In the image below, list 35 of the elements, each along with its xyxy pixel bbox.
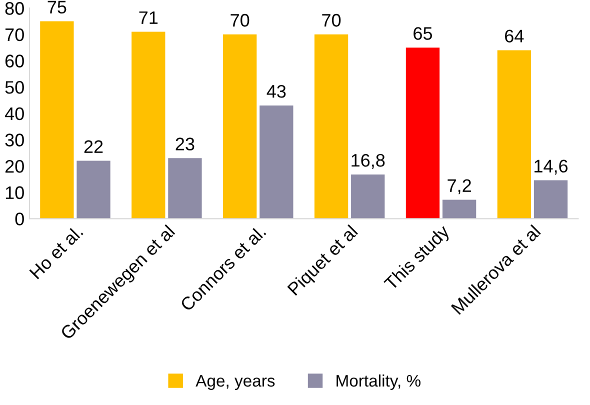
data-label: 23 <box>176 138 194 150</box>
legend-label: Age, years <box>196 375 275 390</box>
y-tick-label: 20 <box>5 160 24 173</box>
legend-label: Mortality, % <box>336 374 420 390</box>
bar <box>351 174 385 219</box>
bar <box>132 32 166 219</box>
bar <box>406 48 440 219</box>
bar <box>314 34 348 219</box>
bar <box>168 158 202 219</box>
bar <box>223 34 257 219</box>
y-tick-label: 40 <box>4 107 24 120</box>
y-tick-label: 80 <box>5 2 24 15</box>
data-label: 14,6 <box>534 160 568 175</box>
bar <box>40 21 74 219</box>
y-tick-label: 30 <box>5 134 24 146</box>
y-tick-label: 50 <box>5 81 24 94</box>
y-tick-label: 70 <box>5 28 24 42</box>
data-label: 70 <box>230 14 250 27</box>
data-label: 22 <box>84 140 103 153</box>
data-label: 7,2 <box>448 179 471 194</box>
bar <box>260 106 294 219</box>
data-label: 75 <box>48 0 66 14</box>
y-tick-label: 60 <box>5 54 24 68</box>
y-tick-label: 0 <box>15 212 24 226</box>
data-label: 16,8 <box>352 154 385 169</box>
bar <box>497 50 532 219</box>
bar <box>442 200 476 219</box>
data-label: 65 <box>414 27 432 40</box>
bar <box>534 180 568 219</box>
data-label: 71 <box>139 11 158 24</box>
bar <box>76 160 110 219</box>
data-label: 43 <box>266 84 286 98</box>
data-label: 70 <box>322 14 341 27</box>
data-label: 64 <box>505 30 524 42</box>
y-tick-label: 10 <box>6 186 24 200</box>
